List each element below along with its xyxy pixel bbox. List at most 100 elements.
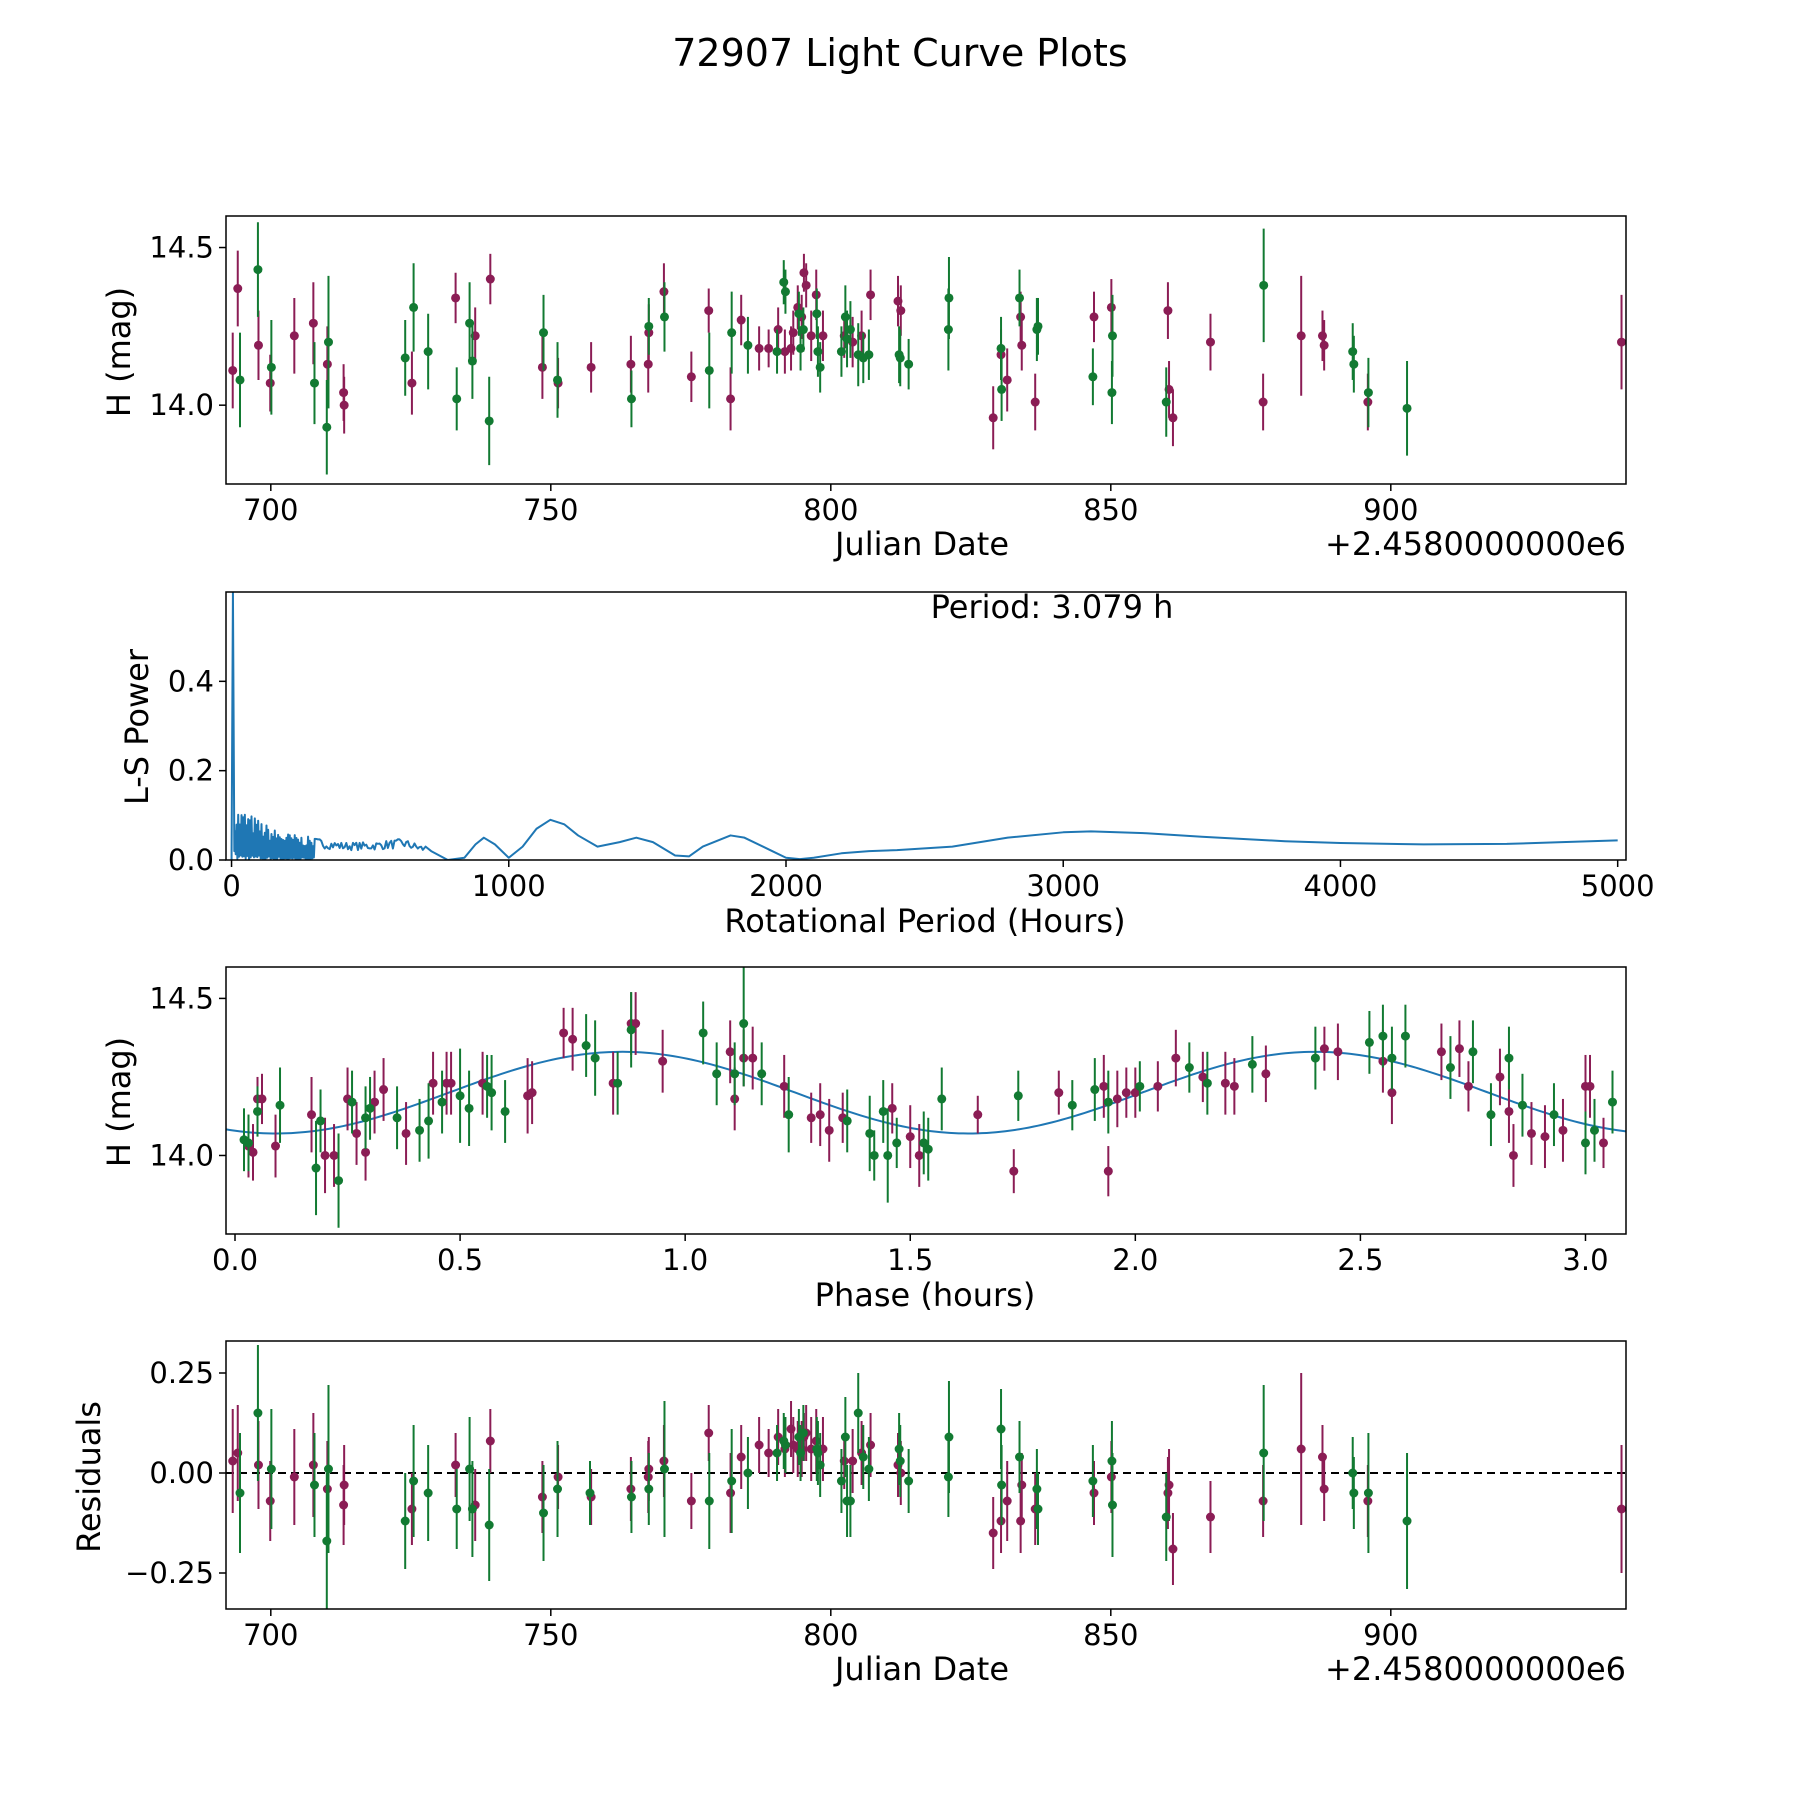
lightcurve-panel: Julian Date H (mag) +2.4580000000e6 700 7… <box>100 215 1627 563</box>
lightcurve-point-series_b <box>400 320 410 396</box>
lightcurve-point-series_a <box>988 386 998 450</box>
phased-point-series_a <box>1229 1058 1239 1115</box>
lightcurve-xtick-label: 850 <box>1083 493 1138 527</box>
periodogram-xtick-label: 5000 <box>1581 869 1655 903</box>
residuals-xtick-label: 800 <box>803 1618 858 1652</box>
phased-point-series_b <box>437 1070 447 1134</box>
lightcurve-point-series_a <box>451 272 461 324</box>
residuals-xlabel: Julian Date <box>833 1650 1009 1688</box>
residuals-point-series_b <box>400 1473 410 1569</box>
phased-point-series_b <box>1517 1073 1527 1137</box>
phased-point-series_a <box>1495 1048 1505 1106</box>
lightcurve-point-series_a <box>407 351 417 415</box>
residuals-point-series_b <box>743 1437 753 1509</box>
phased-xtick-label: 1.0 <box>662 1243 708 1277</box>
lightcurve-point-series_a <box>801 263 811 308</box>
lightcurve-point-series_a <box>308 282 318 365</box>
phased-point-series_a <box>1009 1149 1019 1194</box>
lightcurve-point-series_b <box>484 376 494 466</box>
lightcurve-point-series_a <box>1106 279 1116 336</box>
residuals-point-series_b <box>644 1453 654 1525</box>
residuals-point-series_a <box>1205 1481 1215 1553</box>
phased-xlabel: Phase (hours) <box>815 1276 1036 1314</box>
lightcurve-point-series_a <box>1030 373 1040 431</box>
residuals-xtick-label: 750 <box>523 1618 578 1652</box>
residuals-point-series_a <box>1617 1445 1626 1573</box>
lightcurve-offset-text: +2.4580000000e6 <box>1325 525 1626 563</box>
phased-point-series_a <box>370 1070 380 1134</box>
lightcurve-point-series_a <box>764 329 774 368</box>
residuals-point-series_b <box>1107 1453 1117 1557</box>
residuals-point-series_a <box>754 1417 764 1473</box>
lightcurve-point-series_b <box>904 338 914 390</box>
periodogram-panel: Period: 3.079 h Rotational Period (Hours… <box>118 588 1655 940</box>
residuals-point-series_b <box>845 1465 855 1537</box>
lightcurve-point-series_b <box>864 329 874 380</box>
residuals-xtick-label: 850 <box>1083 1618 1138 1652</box>
phased-point-series_a <box>428 1051 438 1115</box>
residuals-point-series_b <box>1161 1473 1171 1561</box>
lightcurve-point-series_b <box>452 367 462 431</box>
periodogram-ytick-label: 0.0 <box>168 843 214 877</box>
phased-point-series_a <box>824 1098 834 1162</box>
phased-point-series_b <box>361 1086 371 1150</box>
lightcurve-point-series_a <box>233 250 243 327</box>
phased-point-series_a <box>887 1083 897 1134</box>
phased-point-series_a <box>401 1102 411 1165</box>
phased-point-series_a <box>1540 1105 1550 1169</box>
residuals-point-series_a <box>1319 1457 1329 1521</box>
lightcurve-point-series_a <box>1319 320 1329 371</box>
lightcurve-point-series_b <box>842 310 852 368</box>
lightcurve-point-series_a <box>773 307 783 352</box>
phased-point-series_a <box>1220 1051 1230 1115</box>
phased-point-series_a <box>631 992 641 1055</box>
phased-point-series_a <box>1436 1023 1446 1081</box>
lightcurve-point-series_a <box>485 253 495 305</box>
residuals-point-series_a <box>451 1433 461 1497</box>
lightcurve-xtick-label: 700 <box>243 493 298 527</box>
lightcurve-xtick-label: 800 <box>803 493 858 527</box>
lightcurve-point-series_b <box>798 307 808 352</box>
phased-point-series_a <box>307 1076 317 1153</box>
phased-point-series_a <box>1103 1146 1113 1197</box>
phased-point-series_a <box>806 1092 816 1143</box>
phased-point-series_b <box>1580 1111 1590 1175</box>
periodogram-plot-area <box>230 592 1618 860</box>
phased-point-series_b <box>1400 1004 1410 1068</box>
residuals-point-series_a <box>848 1429 858 1493</box>
phased-point-series_b <box>316 1089 326 1153</box>
lightcurve-point-series_a <box>788 310 798 355</box>
residuals-point-series_b <box>626 1461 636 1533</box>
phased-point-series_a <box>329 1124 339 1187</box>
phased-point-series_b <box>1310 1026 1320 1090</box>
phased-ytick-label: 14.0 <box>149 1138 214 1172</box>
phased-point-series_b <box>1090 1058 1100 1121</box>
lightcurve-point-series_b <box>815 342 825 393</box>
lightcurve-point-series_a <box>289 297 299 374</box>
phased-point-series_b <box>1445 1036 1455 1099</box>
lightcurve-point-series_b <box>423 313 433 390</box>
lightcurve-point-series_a <box>1296 275 1306 396</box>
residuals-point-series_a <box>988 1497 998 1569</box>
phased-point-series_a <box>446 1051 456 1115</box>
phased-point-series_a <box>1099 1054 1109 1118</box>
phased-xtick-label: 2.5 <box>1337 1243 1383 1277</box>
lightcurve-point-series_b <box>539 294 549 371</box>
lightcurve-point-series_a <box>806 310 816 362</box>
lightcurve-point-series_b <box>253 222 263 317</box>
phased-point-series_b <box>487 1054 497 1131</box>
phased-point-series_a <box>1454 1020 1464 1077</box>
residuals-point-series_b <box>704 1453 714 1549</box>
phased-point-series_b <box>1013 1070 1023 1121</box>
lightcurve-point-series_a <box>1258 373 1268 431</box>
phased-point-series_a <box>1333 1023 1343 1081</box>
phased-point-series_a <box>271 1114 281 1178</box>
figure-title: 72907 Light Curve Plots <box>672 31 1127 75</box>
phased-point-series_b <box>455 1048 465 1143</box>
residuals-point-series_a <box>537 1461 547 1533</box>
lightcurve-point-series_a <box>1617 294 1626 390</box>
phased-point-series_a <box>1153 1061 1163 1112</box>
phased-point-series_a <box>1526 1102 1536 1165</box>
phased-point-series_b <box>842 1089 852 1153</box>
residuals-point-series_a <box>339 1445 349 1525</box>
